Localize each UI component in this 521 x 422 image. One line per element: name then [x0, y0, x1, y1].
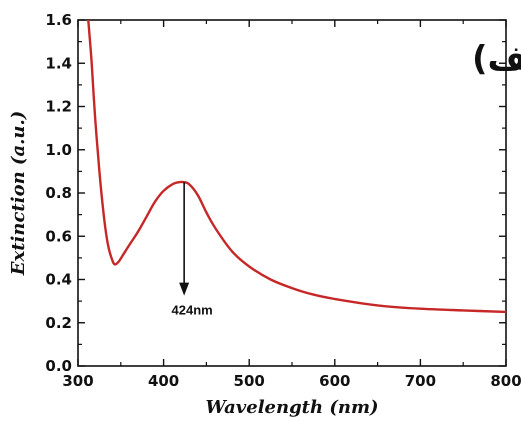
- y-tick-label: 0.0: [45, 357, 72, 375]
- series-line: [87, 19, 507, 314]
- panel-label: الف): [472, 39, 521, 79]
- y-tick-label: 0.8: [45, 184, 72, 202]
- plot-frame: [77, 19, 507, 367]
- x-axis-title: Wavelength (nm): [205, 397, 378, 418]
- x-tick-label: 400: [148, 372, 179, 390]
- y-tick-label: 1.4: [45, 54, 72, 72]
- x-tick-label: 800: [490, 372, 521, 390]
- y-tick-label: 1.6: [45, 11, 72, 29]
- annotations: 424nm: [172, 182, 213, 318]
- y-tick-label: 0.2: [45, 314, 72, 332]
- series-group: [87, 19, 507, 314]
- x-tick-label: 700: [405, 372, 436, 390]
- y-axis-title: Extinction (a.u.): [8, 111, 29, 276]
- x-tick-label: 600: [319, 372, 350, 390]
- axes: [77, 19, 507, 367]
- x-axis-ticks: 300 400 500 600 700 800: [62, 20, 521, 390]
- y-tick-label: 1.0: [45, 141, 72, 159]
- annotation-arrow-head: [179, 282, 190, 296]
- y-tick-label: 0.6: [45, 227, 72, 245]
- annotation-label: 424nm: [172, 303, 213, 318]
- x-tick-label: 500: [234, 372, 265, 390]
- y-tick-label: 1.2: [45, 98, 72, 116]
- y-tick-label: 0.4: [45, 271, 72, 289]
- y-axis-ticks: 0.0 0.2 0.4 0.6 0.8 1.0 1.2 1.4 1.6: [45, 11, 506, 375]
- x-tick-label: 300: [62, 372, 93, 390]
